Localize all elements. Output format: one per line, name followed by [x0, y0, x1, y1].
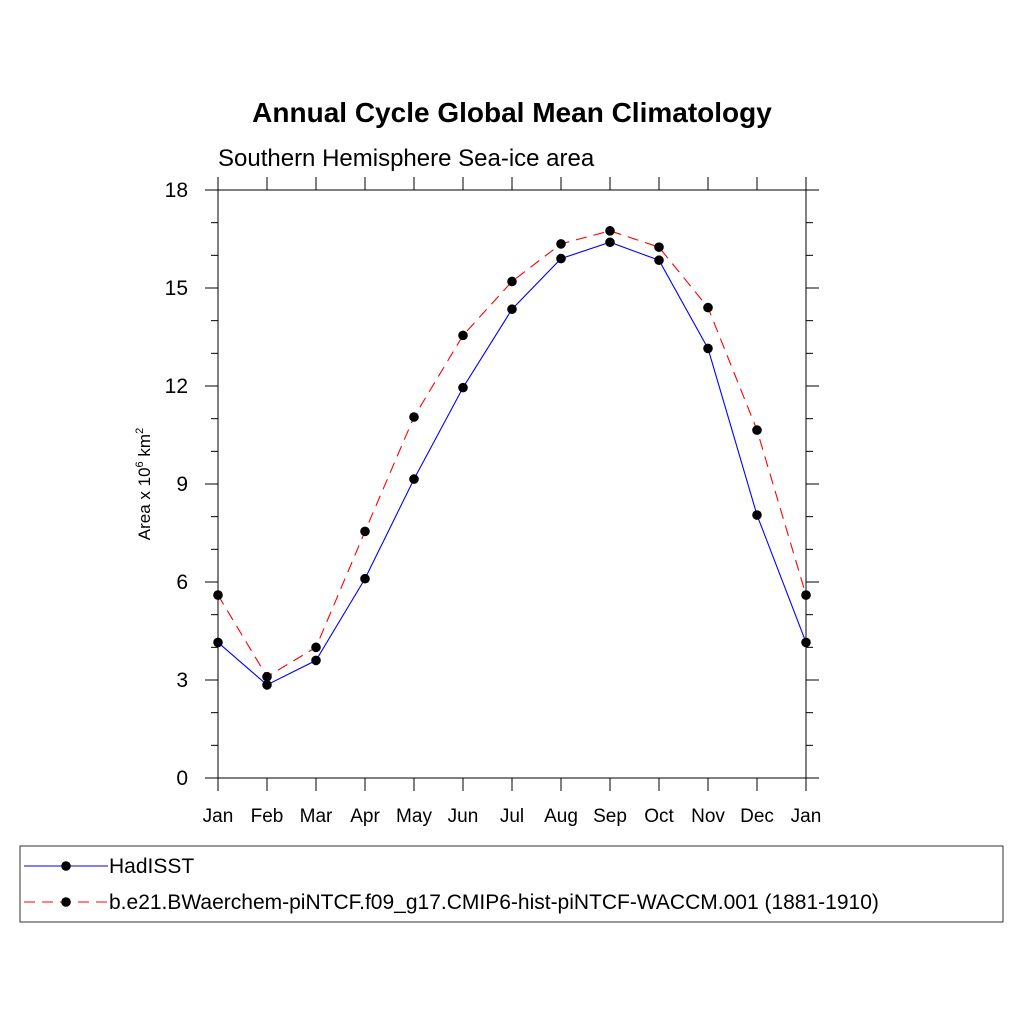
x-tick-label: Jan	[791, 806, 822, 827]
legend-label-model: b.e21.BWaerchem-piNTCF.f09_g17.CMIP6-his…	[109, 891, 879, 914]
series-0-point	[262, 680, 272, 690]
x-tick-label: Jul	[500, 806, 524, 827]
series-0-point	[605, 237, 615, 248]
series-1-point	[311, 642, 321, 653]
y-tick-label: 6	[176, 571, 188, 594]
x-tick-labels: Jan Feb Mar Apr May Jun Jul Aug Sep Oct Nov Dec Jan	[203, 806, 822, 827]
series-0-point	[458, 382, 468, 393]
series-layer	[213, 226, 811, 690]
series-1-point	[458, 330, 468, 341]
x-tick-label: Sep	[593, 806, 627, 827]
y-tick-labels: 0 3 6 9 12 15 18	[165, 179, 188, 790]
series-1-point	[262, 671, 272, 682]
series-0-point	[311, 655, 321, 666]
y-tick-label: 9	[176, 473, 188, 496]
x-tick-label: Mar	[300, 806, 333, 827]
series-0-point	[360, 573, 370, 584]
series-0-point	[409, 474, 419, 484]
series-0-point	[213, 637, 223, 648]
x-tick-label: Apr	[350, 806, 380, 827]
y-axis-label: Area x 106 km2	[134, 428, 154, 540]
series-1-point	[801, 590, 811, 600]
series-1-point	[360, 526, 370, 537]
legend-marker-hadisst	[61, 861, 71, 871]
x-tick-label: Oct	[644, 806, 674, 827]
legend-label-hadisst: HadISST	[109, 855, 194, 878]
series-0-point	[703, 343, 713, 354]
series-1-point	[556, 239, 566, 249]
x-tick-label: Dec	[740, 806, 774, 827]
series-1-point	[507, 276, 517, 287]
y-axis-label-exponent-1: 6	[134, 461, 146, 467]
x-tick-label: Aug	[544, 806, 578, 827]
series-1-point	[605, 226, 615, 236]
legend: HadISST b.e21.BWaerchem-piNTCF.f09_g17.C…	[24, 855, 879, 914]
series-1-point	[752, 425, 762, 435]
y-tick-label: 12	[165, 375, 188, 398]
y-tick-label: 3	[176, 669, 188, 692]
y-tick-label: 15	[165, 277, 188, 300]
x-tick-label: Jan	[203, 806, 234, 827]
series-line-1	[217, 230, 807, 678]
chart-subtitle: Southern Hemisphere Sea-ice area	[218, 145, 595, 172]
series-0-point	[556, 253, 566, 264]
x-tick-label: May	[396, 806, 432, 827]
series-0-point	[801, 637, 811, 648]
x-tick-label: Nov	[691, 806, 725, 827]
y-axis-label-unit: km	[135, 434, 154, 461]
series-1-point	[409, 412, 419, 422]
series-0-point	[654, 255, 664, 266]
legend-box	[19, 845, 1004, 923]
x-tick-label: Feb	[251, 806, 284, 827]
y-tick-label: 0	[176, 767, 188, 790]
x-tick-label: Jun	[448, 806, 479, 827]
series-0-point	[507, 304, 517, 315]
series-1-point	[703, 302, 713, 313]
legend-marker-model	[61, 897, 71, 907]
tick-marks	[205, 177, 819, 791]
y-axis-label-prefix: Area x 10	[135, 467, 154, 540]
series-1-point	[213, 590, 223, 600]
series-0-point	[752, 510, 762, 520]
y-tick-label: 18	[165, 179, 188, 202]
y-axis-label-exponent-2: 2	[134, 428, 146, 434]
chart-title: Annual Cycle Global Mean Climatology	[252, 97, 772, 128]
series-1-point	[654, 242, 664, 252]
